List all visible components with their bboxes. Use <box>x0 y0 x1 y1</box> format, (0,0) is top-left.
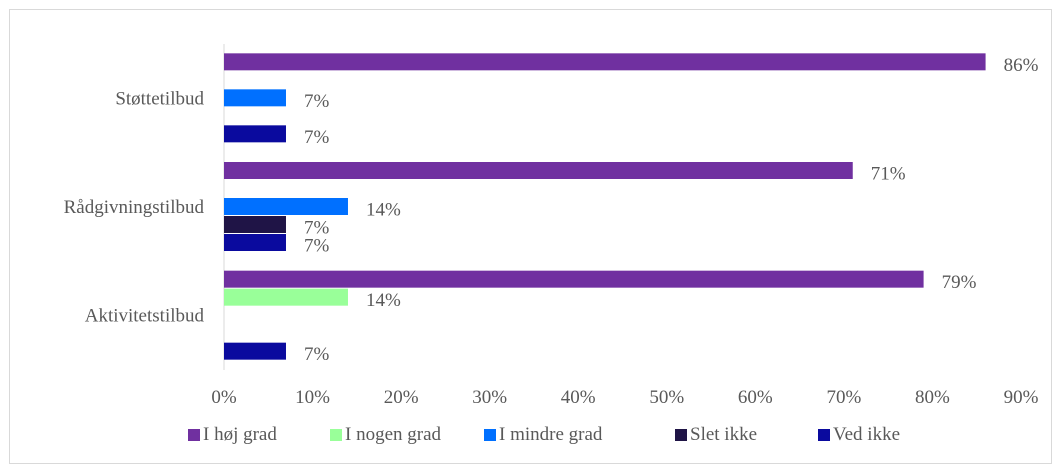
data-label: 71% <box>871 164 906 185</box>
x-tick-label: 80% <box>915 387 950 408</box>
data-label: 14% <box>366 200 401 221</box>
x-tick-label: 20% <box>384 387 419 408</box>
data-label: 79% <box>942 272 977 293</box>
x-tick-label: 40% <box>561 387 596 408</box>
chart-frame <box>9 9 1052 464</box>
x-tick-label: 50% <box>649 387 684 408</box>
data-label: 7% <box>304 344 330 365</box>
legend-swatch <box>675 429 687 441</box>
data-label: 7% <box>304 218 330 239</box>
bar-i-mindre-grad <box>224 89 286 107</box>
bar-slet-ikke <box>224 216 286 233</box>
x-tick-label: 30% <box>472 387 507 408</box>
category-label: Rådgivningstilbud <box>64 197 205 218</box>
bar-ved-ikke <box>224 125 286 143</box>
data-label: 7% <box>304 236 330 257</box>
legend-label: I nogen grad <box>345 424 442 445</box>
x-tick-label: 60% <box>738 387 773 408</box>
legend-label: Slet ikke <box>690 424 757 445</box>
legend-label: I mindre grad <box>499 424 603 445</box>
bar-i-høj-grad <box>224 270 924 288</box>
legend-swatch <box>818 429 830 441</box>
bar-i-høj-grad <box>224 53 986 71</box>
data-label: 7% <box>304 91 330 112</box>
legend-label: I høj grad <box>203 424 277 445</box>
data-label: 86% <box>1004 55 1039 76</box>
bar-i-høj-grad <box>224 162 853 179</box>
x-tick-label: 70% <box>826 387 861 408</box>
bar-i-mindre-grad <box>224 198 348 215</box>
x-tick-label: 10% <box>295 387 330 408</box>
bar-ved-ikke <box>224 342 286 360</box>
legend-swatch <box>484 429 496 441</box>
category-label: Støttetilbud <box>115 88 204 109</box>
category-label: Aktivitetstilbud <box>85 306 205 327</box>
data-label: 7% <box>304 127 330 148</box>
legend-swatch <box>330 429 342 441</box>
data-label: 14% <box>366 290 401 311</box>
bar-i-nogen-grad <box>224 288 348 306</box>
bar-ved-ikke <box>224 234 286 251</box>
x-tick-label: 90% <box>1004 387 1039 408</box>
legend-label: Ved ikke <box>833 424 900 445</box>
legend-swatch <box>188 429 200 441</box>
x-tick-label: 0% <box>211 387 237 408</box>
